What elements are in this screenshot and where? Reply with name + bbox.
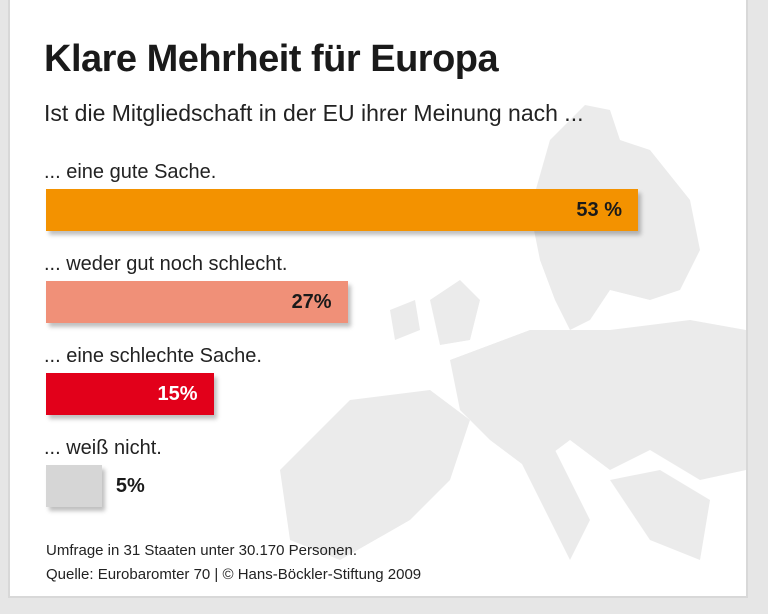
category-label: ... weiß nicht. bbox=[44, 437, 162, 459]
chart-title: Klare Mehrheit für Europa bbox=[44, 38, 499, 80]
chart-subtitle: Ist die Mitgliedschaft in der EU ihrer M… bbox=[44, 100, 584, 126]
footer-source: Quelle: Eurobaromter 70 | © Hans-Böckler… bbox=[46, 566, 422, 583]
category-label: ... weder gut noch schlecht. bbox=[44, 253, 288, 275]
chart-frame: Klare Mehrheit für Europa Ist die Mitgli… bbox=[8, 0, 748, 598]
category-label: ... eine schlechte Sache. bbox=[44, 345, 262, 367]
bar bbox=[46, 373, 214, 415]
value-label: 15% bbox=[157, 383, 198, 405]
category-label: ... eine gute Sache. bbox=[44, 161, 217, 183]
value-label: 27% bbox=[291, 291, 332, 313]
bar bbox=[46, 465, 102, 507]
value-label: 5% bbox=[115, 475, 145, 497]
footer-note: Umfrage in 31 Staaten unter 30.170 Perso… bbox=[46, 542, 358, 559]
bar bbox=[46, 281, 348, 323]
value-label: 53 % bbox=[576, 199, 622, 221]
bar bbox=[46, 189, 638, 231]
europe-map-background bbox=[280, 105, 746, 560]
